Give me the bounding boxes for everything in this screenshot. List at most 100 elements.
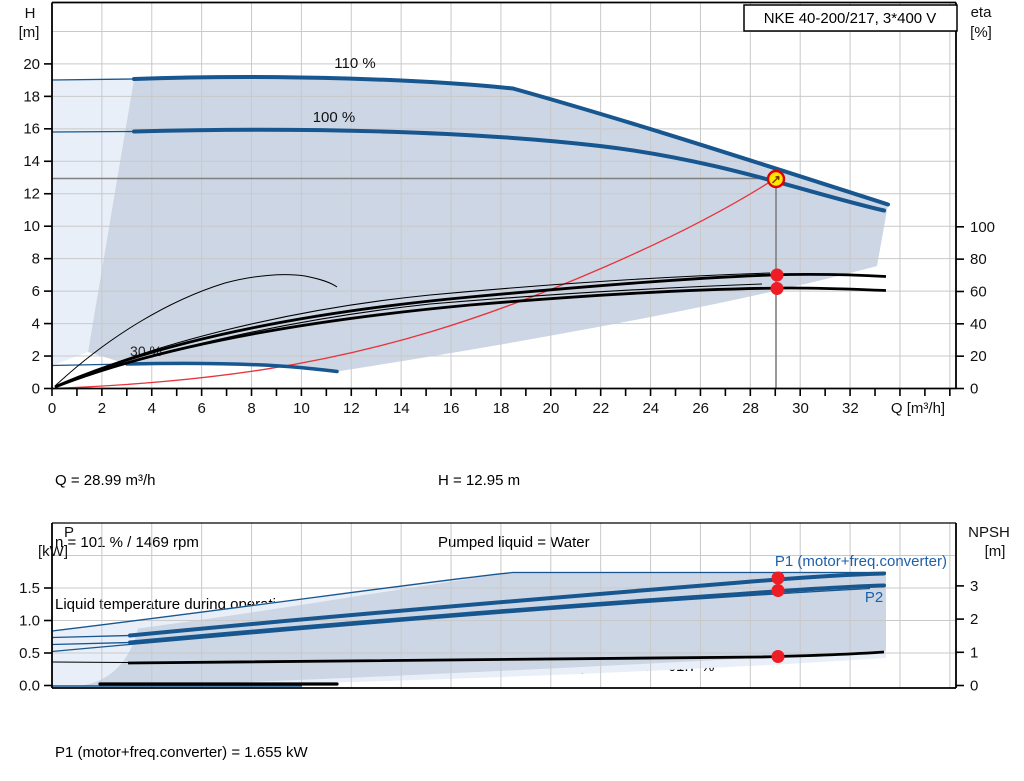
eta-curve-variant-1 <box>54 272 771 388</box>
npsh-axis-tick-labels: 0 1 2 3 <box>970 578 978 695</box>
eta-total-point <box>770 282 784 295</box>
eta-axis-tick-labels: 0 20 40 60 80 100 <box>970 219 995 398</box>
svg-text:[%]: [%] <box>970 24 992 41</box>
svg-text:18: 18 <box>23 88 40 105</box>
result-line: P1 (motor+freq.converter) = 1.655 kW <box>55 744 308 761</box>
duty-info-line: Q = 28.99 m³/h <box>55 472 156 490</box>
svg-text:0.0: 0.0 <box>19 678 40 695</box>
svg-text:0: 0 <box>48 400 56 417</box>
svg-text:3: 3 <box>970 578 978 595</box>
speed-100-label: 100 % <box>313 109 356 126</box>
eta-pump-curve <box>54 272 887 389</box>
duty-info-line: n = 101 % / 1469 rpm <box>55 533 199 551</box>
svg-text:1: 1 <box>970 644 978 661</box>
power-npsh-chart: P1 (motor+freq.converter) P 2 0.0 0.5 1.0… <box>19 522 1010 695</box>
qh-chart: 30 % <box>19 1 995 417</box>
svg-text:18: 18 <box>493 400 510 417</box>
svg-text:eta: eta <box>971 4 993 21</box>
axis-ticks <box>44 63 964 396</box>
svg-text:H: H <box>25 5 36 22</box>
svg-text:80: 80 <box>970 251 987 268</box>
svg-text:20: 20 <box>23 56 40 73</box>
q-axis-unit: Q [m³/h] <box>891 400 945 417</box>
p1-point <box>771 571 785 585</box>
speed-curve-110-ext <box>51 78 135 81</box>
npsh-curve <box>127 650 885 665</box>
speed-curve-100 <box>132 127 886 213</box>
svg-text:0: 0 <box>970 678 978 695</box>
q-axis-tick-labels: 0 2 4 6 8 10 12 14 16 18 20 22 24 26 28 … <box>48 400 945 417</box>
svg-text:2: 2 <box>32 348 40 365</box>
svg-text:[kW]: [kW] <box>38 543 68 560</box>
axis-names: P [kW] NPSH [m] <box>38 524 1010 560</box>
svg-text:0.5: 0.5 <box>19 645 40 662</box>
npsh-curve-ext <box>51 661 129 664</box>
svg-text:12: 12 <box>23 186 40 203</box>
svg-text:6: 6 <box>32 283 40 300</box>
svg-text:8: 8 <box>247 400 255 417</box>
svg-text:20: 20 <box>970 348 987 365</box>
svg-text:12: 12 <box>343 400 360 417</box>
svg-text:16: 16 <box>23 121 40 138</box>
svg-text:16: 16 <box>443 400 460 417</box>
envelope-fill-light <box>52 79 134 366</box>
svg-text:1.0: 1.0 <box>19 613 40 630</box>
p1-curve <box>128 571 886 638</box>
duty-point-marker[interactable] <box>766 169 786 189</box>
svg-text:22: 22 <box>593 400 610 417</box>
svg-text:40: 40 <box>970 316 987 333</box>
svg-text:6: 6 <box>198 400 206 417</box>
svg-text:[m]: [m] <box>19 24 40 41</box>
svg-text:0: 0 <box>970 381 978 398</box>
eta-curve-reduced-speed <box>54 274 338 387</box>
speed-curve-100-ext <box>51 130 135 133</box>
svg-text:NPSH: NPSH <box>968 524 1010 541</box>
svg-text:4: 4 <box>148 400 156 417</box>
svg-text:4: 4 <box>32 316 40 333</box>
p-axis-tick-labels: 0.0 0.5 1.0 1.5 <box>19 580 40 695</box>
axes <box>51 522 957 689</box>
svg-text:14: 14 <box>23 153 40 170</box>
eta-pump-point <box>770 268 784 282</box>
svg-text:[m]: [m] <box>985 543 1006 560</box>
h-axis-tick-labels: 0 2 4 6 8 10 12 14 16 18 20 <box>23 56 40 398</box>
svg-text:10: 10 <box>293 400 310 417</box>
p-envelope-cap <box>51 571 886 632</box>
svg-text:14: 14 <box>393 400 410 417</box>
axis-ticks <box>44 585 964 687</box>
svg-text:28: 28 <box>742 400 759 417</box>
envelope-fill-dark <box>88 76 888 372</box>
p2-point <box>771 584 785 597</box>
p-envelope-low <box>51 587 871 653</box>
svg-text:24: 24 <box>642 400 659 417</box>
svg-text:100: 100 <box>970 219 995 236</box>
pump-title: NKE 40-200/217, 3*400 V <box>764 10 937 27</box>
system-curve <box>51 177 777 390</box>
svg-text:8: 8 <box>32 251 40 268</box>
p2-curve-ext <box>51 641 131 646</box>
svg-text:26: 26 <box>692 400 709 417</box>
svg-text:20: 20 <box>543 400 560 417</box>
duty-info-line: Pumped liquid = Water <box>438 533 590 551</box>
speed-110-label: 110 % <box>334 55 375 72</box>
svg-text:10: 10 <box>23 218 40 235</box>
duty-info-line: H = 12.95 m <box>438 472 521 490</box>
pump-title-box: NKE 40-200/217, 3*400 V <box>743 4 958 32</box>
svg-text:1.5: 1.5 <box>19 580 40 597</box>
eta-total-curve <box>54 286 887 389</box>
svg-text:0: 0 <box>32 381 40 398</box>
speed-curve-30 <box>125 361 339 374</box>
p1-curve-ext <box>51 634 131 639</box>
axis-names: H [m] eta [%] <box>19 4 993 41</box>
npsh-point <box>771 650 785 663</box>
svg-text:60: 60 <box>970 284 987 301</box>
result-info: P1 (motor+freq.converter) = 1.655 kW P2 … <box>55 700 308 781</box>
svg-text:2: 2 <box>970 611 978 628</box>
svg-text:2: 2 <box>98 400 106 417</box>
svg-text:P: P <box>64 524 74 541</box>
svg-text:30: 30 <box>792 400 809 417</box>
p2-curve <box>128 583 886 645</box>
p1-curve-label: P1 (motor+freq.converter) <box>775 553 947 570</box>
svg-text:32: 32 <box>842 400 859 417</box>
